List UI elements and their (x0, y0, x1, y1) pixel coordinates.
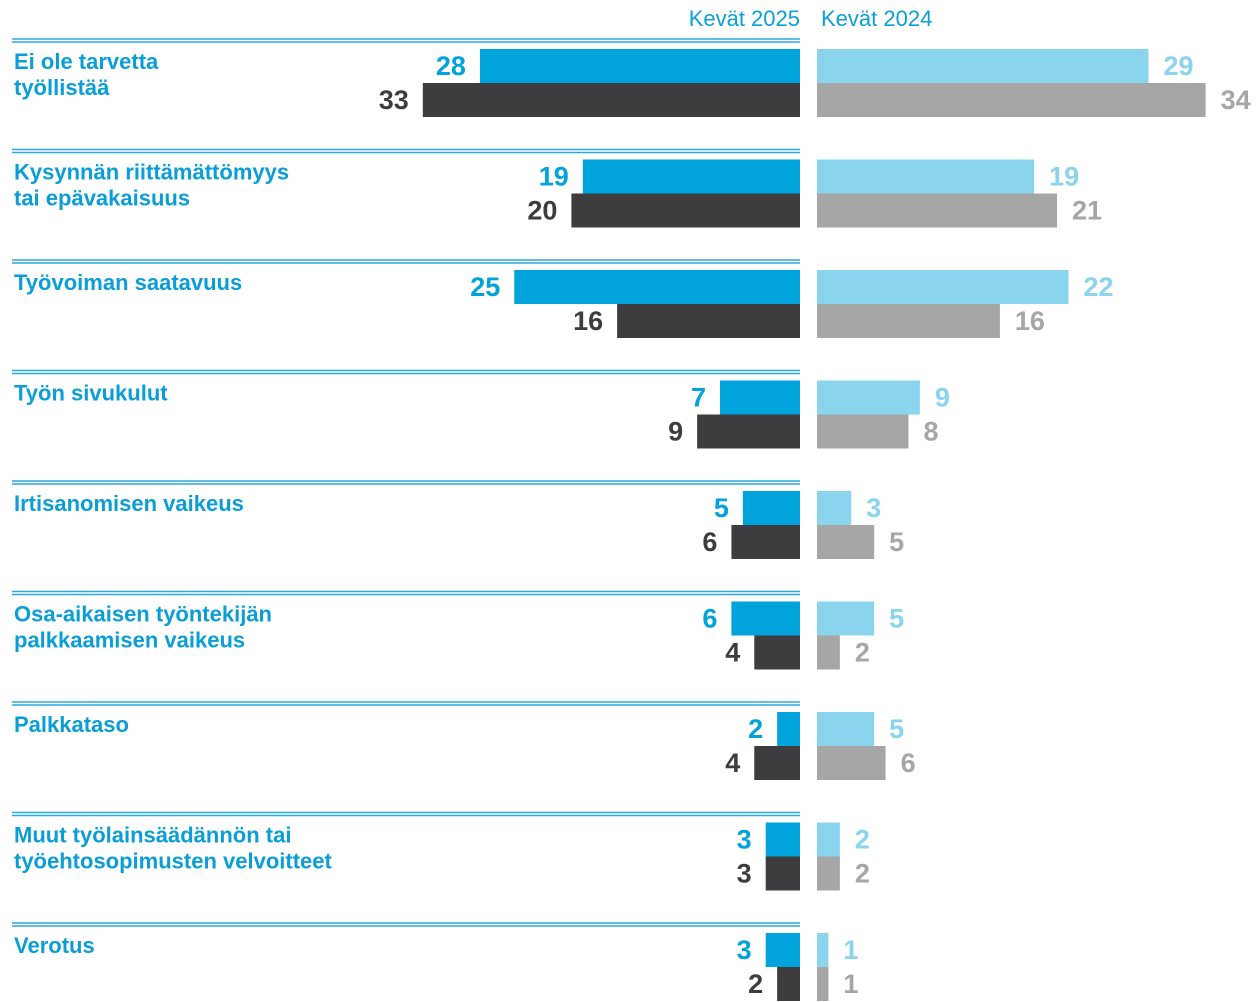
value-label: 16 (573, 306, 603, 336)
panel-title: Kevät 2024 (821, 6, 932, 31)
bar (479, 49, 800, 83)
category-line: Työn sivukulut (14, 381, 168, 406)
value-label: 19 (539, 162, 569, 192)
bar (817, 193, 1058, 228)
bar (817, 491, 852, 525)
category-line: palkkaamisen vaikeus (14, 628, 245, 653)
bar (765, 933, 800, 967)
bar (582, 159, 800, 194)
bar (514, 270, 800, 304)
category-label: Työn sivukulut (14, 381, 168, 406)
value-label: 22 (1083, 272, 1113, 302)
bar (697, 414, 800, 449)
category-label: Irtisanomisen vaikeus (14, 491, 244, 516)
bar (719, 380, 800, 415)
value-label: 16 (1015, 306, 1045, 336)
value-label: 5 (889, 604, 904, 634)
value-label: 19 (1049, 162, 1079, 192)
bar (817, 712, 875, 746)
value-label: 2 (748, 969, 763, 999)
bar (765, 822, 800, 857)
category-label: Osa-aikaisen työntekijän palkkaamisen vai… (14, 602, 272, 653)
category-line: Ei ole tarvetta (14, 49, 159, 74)
value-label: 4 (725, 748, 740, 778)
value-label: 1 (843, 935, 858, 965)
value-label: 33 (379, 85, 409, 115)
bar (817, 967, 829, 1001)
value-label: 20 (527, 196, 557, 226)
value-label: 3 (737, 935, 752, 965)
value-label: 9 (668, 417, 683, 447)
value-label: 34 (1221, 85, 1251, 115)
value-label: 1 (843, 969, 858, 999)
bar (742, 491, 800, 525)
category-label: Ei ole tarvetta työllistää (14, 49, 159, 100)
bar (765, 856, 800, 891)
category-line: Verotus (14, 933, 95, 958)
bar (731, 525, 800, 559)
bar (817, 746, 886, 780)
category-label: Verotus (14, 933, 95, 958)
category-label: Muut työlainsäädännön tai työehtosopimust… (14, 823, 333, 874)
category-line: Osa-aikaisen työntekijän (14, 602, 272, 627)
value-label: 25 (470, 272, 500, 302)
value-label: 3 (866, 493, 881, 523)
value-label: 8 (923, 417, 938, 447)
bar (817, 304, 1000, 338)
value-label: 5 (889, 527, 904, 557)
bar (817, 49, 1149, 83)
value-label: 4 (725, 638, 740, 668)
value-label: 3 (737, 825, 752, 855)
bar (777, 712, 800, 746)
value-label: 28 (436, 51, 466, 81)
bar (754, 635, 800, 670)
bar (731, 601, 800, 636)
category-line: tai epävakaisuus (14, 186, 190, 211)
category-label: Palkkataso (14, 712, 129, 737)
value-label: 5 (714, 493, 729, 523)
bar (777, 967, 800, 1001)
value-label: 2 (855, 638, 870, 668)
bar (817, 933, 829, 967)
bar (422, 83, 800, 117)
value-label: 3 (737, 859, 752, 889)
bar (817, 83, 1206, 117)
category-line: Palkkataso (14, 712, 129, 737)
value-label: 21 (1072, 196, 1102, 226)
category-line: Muut työlainsäädännön tai (14, 823, 291, 848)
category-line: Kysynnän riittämättömyys (14, 160, 289, 185)
value-label: 6 (901, 748, 916, 778)
bar (817, 270, 1069, 304)
category-line: työehtosopimusten velvoitteet (14, 849, 333, 874)
category-label: Kysynnän riittämättömyys tai epävakaisuus (14, 160, 289, 211)
value-label: 29 (1163, 51, 1193, 81)
category-label: Työvoiman saatavuus (14, 270, 242, 295)
bar (617, 304, 800, 338)
bar (754, 746, 800, 780)
value-label: 2 (855, 825, 870, 855)
category-line: Irtisanomisen vaikeus (14, 491, 244, 516)
bar (817, 856, 840, 891)
category-line: työllistää (14, 75, 110, 100)
bar (817, 601, 875, 636)
value-label: 9 (935, 383, 950, 413)
value-label: 6 (702, 527, 717, 557)
bar (817, 635, 840, 670)
bar (817, 822, 840, 857)
panel-title: Kevät 2025 (689, 6, 800, 31)
bar (817, 159, 1035, 194)
bar (817, 380, 920, 415)
value-label: 6 (702, 604, 717, 634)
value-label: 2 (855, 859, 870, 889)
value-label: 2 (748, 714, 763, 744)
bar (817, 414, 909, 449)
category-line: Työvoiman saatavuus (14, 270, 242, 295)
bar (571, 193, 800, 228)
value-label: 5 (889, 714, 904, 744)
value-label: 7 (691, 383, 706, 413)
bar (817, 525, 875, 559)
